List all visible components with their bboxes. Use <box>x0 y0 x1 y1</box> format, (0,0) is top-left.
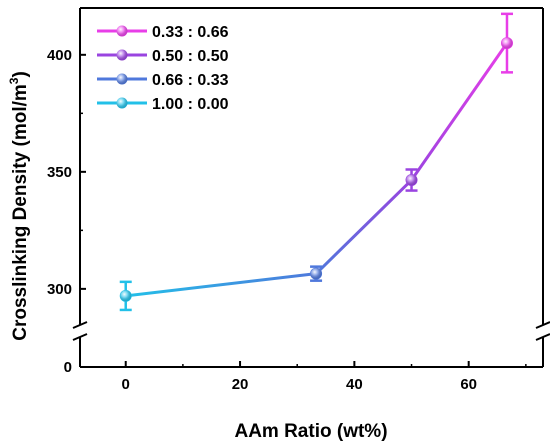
legend-marker-highlight <box>116 25 128 37</box>
series-line-segment <box>315 178 413 275</box>
legend-marker-highlight <box>116 49 128 61</box>
x-tick-label: 40 <box>346 376 363 393</box>
axis-break-mark-left-2 <box>72 333 88 341</box>
data-point-highlight <box>501 37 513 49</box>
y-axis-title: Crosslinking Density (mol/m3) <box>7 71 31 341</box>
data-point-highlight <box>120 290 132 302</box>
series-line-segment <box>125 272 317 298</box>
y-tick-label: 400 <box>47 47 72 64</box>
legend-label: 1.00 : 0.00 <box>152 96 229 113</box>
y-axis-title-superscript: 3 <box>7 77 21 84</box>
axis-break-mark-right-2 <box>535 333 550 341</box>
x-tick-label: 20 <box>232 376 249 393</box>
legend-label: 0.33 : 0.66 <box>152 24 229 41</box>
data-point-highlight <box>310 268 322 280</box>
y-tick-label: 300 <box>47 281 72 298</box>
x-tick-label: 60 <box>460 376 477 393</box>
x-tick-label: 0 <box>122 376 130 393</box>
y-axis-title-close: ) <box>10 71 31 77</box>
axis-break-mark-left-1 <box>72 321 88 329</box>
series-line-segment <box>410 42 509 181</box>
axis-break-mark-right-1 <box>535 321 550 329</box>
x-axis-title: AAm Ratio (wt%) <box>234 421 387 442</box>
legend-marker-highlight <box>116 73 128 85</box>
y-break-tick-label: 0 <box>64 359 72 376</box>
legend-label: 0.66 : 0.33 <box>152 72 229 89</box>
data-point-highlight <box>406 174 418 186</box>
y-axis-title-main: Crosslinking Density (mol/m <box>10 84 31 341</box>
legend-marker-highlight <box>116 97 128 109</box>
legend-label: 0.50 : 0.50 <box>152 48 229 65</box>
y-tick-label: 350 <box>47 164 72 181</box>
